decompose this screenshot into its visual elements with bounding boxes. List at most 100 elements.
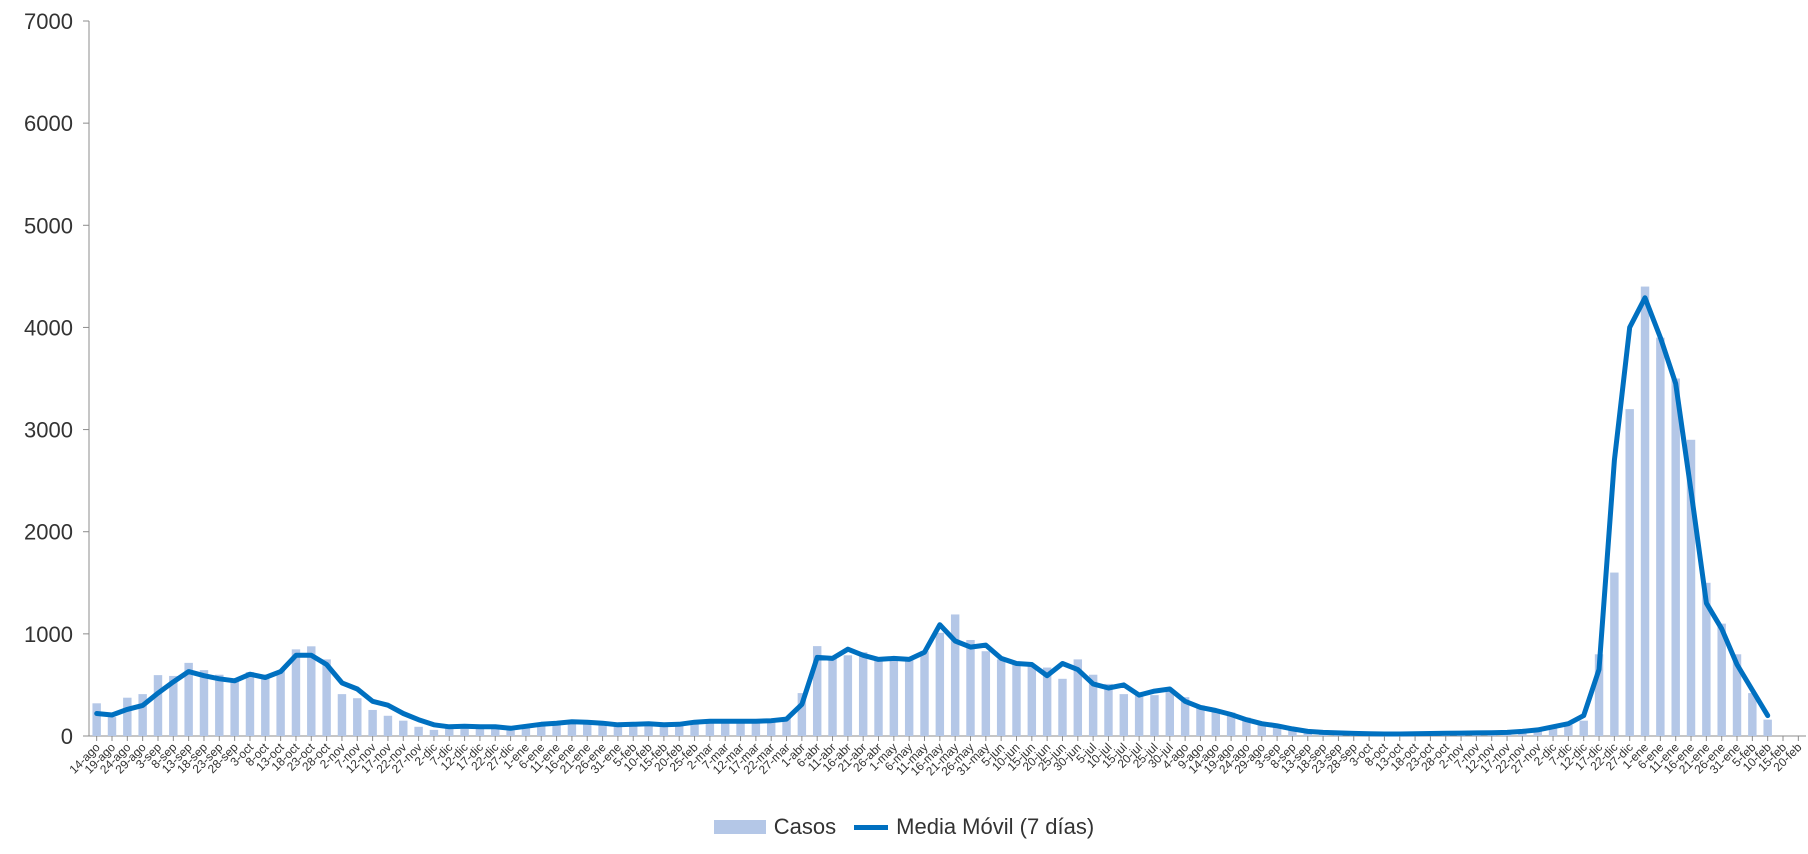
bar (751, 720, 761, 736)
bar (1594, 654, 1604, 736)
y-tick-label: 3000 (24, 418, 73, 443)
y-tick-label: 4000 (24, 315, 73, 340)
bar (996, 659, 1006, 736)
bar (138, 694, 147, 736)
bar (169, 675, 178, 736)
bar (1150, 695, 1159, 736)
bar (552, 724, 561, 736)
legend-item-casos: Casos (713, 814, 837, 840)
bar (123, 697, 132, 736)
bar (1533, 730, 1542, 736)
bar (1564, 724, 1573, 736)
bar (858, 652, 868, 736)
bar (950, 614, 960, 736)
bar (1226, 712, 1236, 736)
bar (843, 655, 853, 736)
bar (629, 724, 638, 736)
legend-swatch-bars (713, 820, 766, 834)
bar (583, 722, 592, 736)
bar (1671, 378, 1680, 736)
bar (1257, 722, 1266, 736)
bar (1012, 664, 1021, 736)
bar (782, 718, 791, 736)
y-tick-label: 7000 (24, 9, 73, 34)
bar (1717, 623, 1726, 736)
bar (1088, 674, 1098, 736)
bar (1640, 286, 1650, 736)
bar (521, 727, 531, 736)
bar (368, 709, 377, 736)
bar (245, 672, 255, 736)
bar (215, 674, 224, 736)
y-tick-label: 0 (61, 724, 73, 749)
bar (567, 722, 577, 736)
bar (1165, 689, 1175, 736)
bar (613, 725, 623, 736)
bar (874, 658, 883, 736)
bar (291, 649, 301, 736)
bar (337, 694, 347, 736)
bar (705, 720, 715, 736)
legend-label-media-movil: Media Móvil (7 días) (896, 814, 1095, 839)
bar (1058, 678, 1067, 736)
y-tick-label: 6000 (24, 111, 73, 136)
legend-swatch-line (854, 824, 889, 830)
bar (1579, 720, 1588, 736)
legend-item-media-movil: Media Móvil (7 días) (854, 814, 1094, 840)
bar (445, 727, 454, 736)
y-tick-label: 2000 (24, 520, 73, 545)
bar (1288, 729, 1297, 736)
series-line-media-movil (94, 295, 1771, 737)
bar (1518, 731, 1527, 736)
bar (1272, 725, 1282, 736)
bar (1104, 683, 1113, 736)
bar (491, 728, 500, 736)
bar (414, 726, 423, 736)
bar (199, 670, 209, 736)
bar (307, 646, 316, 736)
bar (766, 721, 776, 736)
bar (797, 693, 807, 736)
bar (828, 656, 837, 736)
legend-label-casos: Casos (773, 814, 837, 839)
bar (690, 722, 699, 736)
bar (904, 657, 914, 736)
bar (383, 715, 393, 736)
bar (598, 723, 607, 736)
bar (475, 728, 485, 736)
bar (644, 724, 653, 736)
bar (935, 632, 945, 736)
bar (812, 646, 822, 736)
bar (353, 698, 362, 736)
bar (153, 675, 163, 736)
bar (261, 674, 270, 736)
bar (184, 662, 193, 736)
bar (1196, 705, 1205, 736)
bar (1303, 731, 1312, 736)
bar (1763, 719, 1772, 736)
bar (230, 678, 239, 736)
bar (1748, 693, 1757, 736)
bar (276, 670, 285, 736)
bar (966, 639, 975, 736)
legend: Casos Media Móvil (7 días) (0, 814, 1808, 840)
bar (1211, 711, 1220, 736)
bar (1242, 717, 1251, 736)
bar (1686, 439, 1696, 736)
bar (1134, 695, 1144, 736)
bar (1180, 697, 1190, 736)
bar (1625, 409, 1634, 736)
bar (1073, 659, 1083, 736)
bar (537, 725, 546, 736)
bar (736, 721, 745, 736)
bar (1656, 337, 1665, 736)
bar (429, 729, 439, 736)
bar (460, 728, 469, 736)
bar (506, 730, 515, 736)
bar (981, 651, 991, 736)
bar (1027, 665, 1037, 736)
y-tick-label: 5000 (24, 213, 73, 238)
bar (889, 658, 899, 736)
